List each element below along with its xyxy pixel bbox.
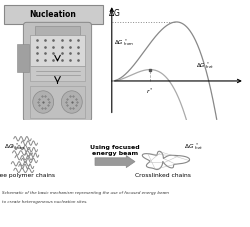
FancyBboxPatch shape — [30, 86, 85, 118]
Text: r$^*$: r$^*$ — [146, 87, 154, 96]
FancyBboxPatch shape — [30, 66, 85, 81]
Text: Schematic of the basic mechanism representing the use of focused energy beam: Schematic of the basic mechanism represe… — [2, 191, 170, 195]
FancyArrow shape — [95, 156, 135, 168]
Text: energy beam: energy beam — [92, 151, 138, 156]
Text: $\Delta$G $^*_{hom}$: $\Delta$G $^*_{hom}$ — [4, 141, 25, 152]
Text: $\Delta$G $^*_{het}$: $\Delta$G $^*_{het}$ — [184, 141, 203, 152]
FancyBboxPatch shape — [24, 22, 92, 121]
Circle shape — [61, 91, 82, 113]
Text: Nucleation: Nucleation — [30, 10, 76, 19]
Text: Using focused: Using focused — [90, 145, 140, 150]
FancyBboxPatch shape — [35, 27, 80, 36]
Text: Crosslinked chains: Crosslinked chains — [134, 173, 190, 178]
Text: $\Delta$G: $\Delta$G — [108, 7, 120, 18]
Text: $\Delta$G $^*_{hom}$: $\Delta$G $^*_{hom}$ — [114, 37, 135, 48]
FancyBboxPatch shape — [17, 44, 29, 72]
FancyBboxPatch shape — [4, 5, 102, 24]
Text: to create heterogeneous nucleation sites.: to create heterogeneous nucleation sites… — [2, 200, 88, 204]
FancyBboxPatch shape — [30, 35, 85, 66]
Text: $\Delta$G $^*_{het}$: $\Delta$G $^*_{het}$ — [196, 60, 214, 71]
Circle shape — [33, 91, 54, 113]
Text: Free polymer chains: Free polymer chains — [0, 173, 56, 178]
